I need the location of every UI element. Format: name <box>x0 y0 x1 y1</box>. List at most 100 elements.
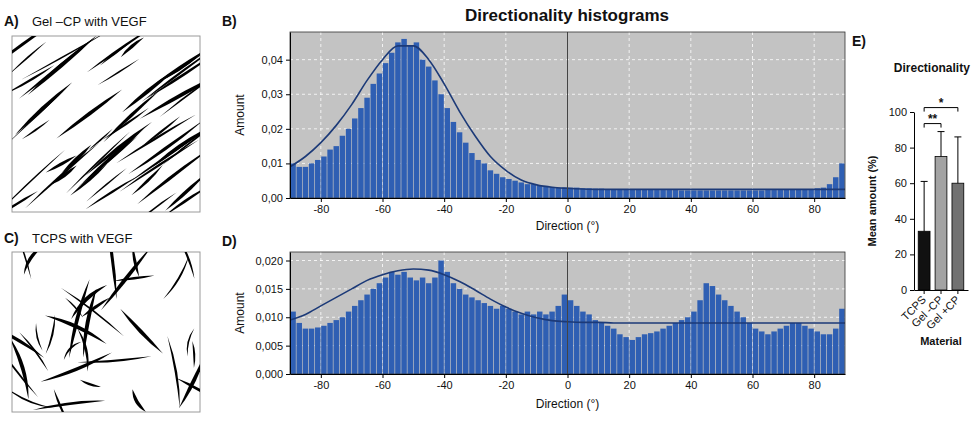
histogram-bar <box>697 300 702 374</box>
histogram-bar <box>617 189 622 198</box>
tick: 20 <box>624 198 636 215</box>
tick-label: 0,00 <box>262 192 283 204</box>
streak <box>102 108 149 140</box>
x-axis-title: Direction (°) <box>536 397 599 411</box>
tick-mark <box>506 198 507 202</box>
histogram-bar <box>642 334 647 374</box>
tick-mark <box>814 374 815 378</box>
tick-label: 40 <box>895 213 907 225</box>
histogram-bar <box>512 312 517 374</box>
error-bar <box>954 137 961 183</box>
histogram-bar <box>512 181 517 198</box>
histogram-bar <box>420 278 425 374</box>
histogram-bar <box>340 317 345 374</box>
tick-mark <box>753 374 754 378</box>
histogram-bar <box>543 314 548 374</box>
micrograph <box>12 252 200 412</box>
histogram-bar <box>667 190 672 198</box>
tick: 0,020 <box>255 255 290 267</box>
tick-label: 20 <box>624 203 636 215</box>
streak <box>101 252 151 310</box>
tick-label: 0,020 <box>255 255 283 267</box>
tick: 40 <box>895 213 914 225</box>
bar <box>935 157 947 291</box>
histogram-bar <box>290 163 295 198</box>
histogram-bar <box>377 74 382 199</box>
histogram-bar <box>531 184 536 198</box>
tick-label: -80 <box>313 203 329 215</box>
histogram-bar <box>784 190 789 198</box>
histogram-bar <box>543 186 548 198</box>
streak <box>21 36 108 80</box>
histogram-bar <box>802 326 807 374</box>
histogram-bar <box>685 317 690 374</box>
histogram-bar <box>531 314 536 374</box>
streak <box>54 389 68 412</box>
streak <box>33 401 105 411</box>
histogram-bar <box>358 300 363 374</box>
histogram-bar <box>414 42 419 198</box>
tick: 80 <box>809 198 821 215</box>
histogram-bar <box>580 312 585 374</box>
histogram-bar <box>667 326 672 374</box>
histogram-bar <box>488 170 493 198</box>
histogram-bar <box>346 129 351 198</box>
histogram-bar <box>753 190 758 198</box>
tick: 40 <box>685 374 697 391</box>
significance-bracket: * <box>924 96 958 112</box>
error-bar <box>921 181 928 231</box>
tick-label: 0 <box>565 379 571 391</box>
tick: 0 <box>565 198 571 215</box>
streak <box>81 297 109 317</box>
panel-letter: A) <box>4 13 19 29</box>
streak <box>177 252 194 279</box>
histogram-bar <box>808 329 813 374</box>
grid-line <box>814 32 815 198</box>
histogram-bar <box>401 272 406 374</box>
histogram-bar <box>605 189 610 198</box>
tick-mark <box>286 317 290 318</box>
tick: 0,04 <box>262 54 290 66</box>
histogram-bar <box>371 289 376 374</box>
panel-letter: B) <box>222 13 237 29</box>
streak <box>12 386 54 408</box>
histogram-bar <box>364 98 369 198</box>
tick-mark <box>286 60 290 61</box>
histogram-bar <box>377 283 382 374</box>
histogram-bar <box>426 283 431 374</box>
tick: -40 <box>437 198 453 215</box>
streak <box>147 53 200 99</box>
tick: -80 <box>313 374 329 391</box>
tick-label: 60 <box>895 177 907 189</box>
histogram-bar <box>605 326 610 374</box>
histogram-bar <box>685 190 690 198</box>
tick-label: 80 <box>895 142 907 154</box>
tick: 0,03 <box>262 88 290 100</box>
histogram-bar <box>438 261 443 374</box>
tick: -40 <box>437 374 453 391</box>
histogram-bar <box>697 190 702 198</box>
histogram-bar <box>691 190 696 198</box>
plot-background <box>290 32 845 198</box>
histogram-bar <box>371 84 376 198</box>
plot-frame <box>290 32 845 198</box>
histogram-bar <box>451 283 456 374</box>
tick-label: -60 <box>375 379 391 391</box>
histogram-bar <box>611 189 616 198</box>
streak <box>19 332 48 371</box>
histogram-bar <box>710 286 715 374</box>
grid-line <box>505 32 506 198</box>
histogram-bar <box>562 188 567 198</box>
axis-line <box>914 113 915 291</box>
error-bar-cap <box>938 131 945 132</box>
histogram-bar <box>741 317 746 374</box>
streak <box>12 348 38 397</box>
tick: 20 <box>895 248 914 260</box>
tick: -60 <box>375 374 391 391</box>
y-axis: 0,000,010,020,030,04 <box>262 33 291 205</box>
y-axis-title: Amount <box>233 94 247 136</box>
tick-label: 0,04 <box>262 54 283 66</box>
histogram-bar <box>660 329 665 374</box>
histogram-bar <box>469 297 474 374</box>
tick-mark <box>286 129 290 130</box>
